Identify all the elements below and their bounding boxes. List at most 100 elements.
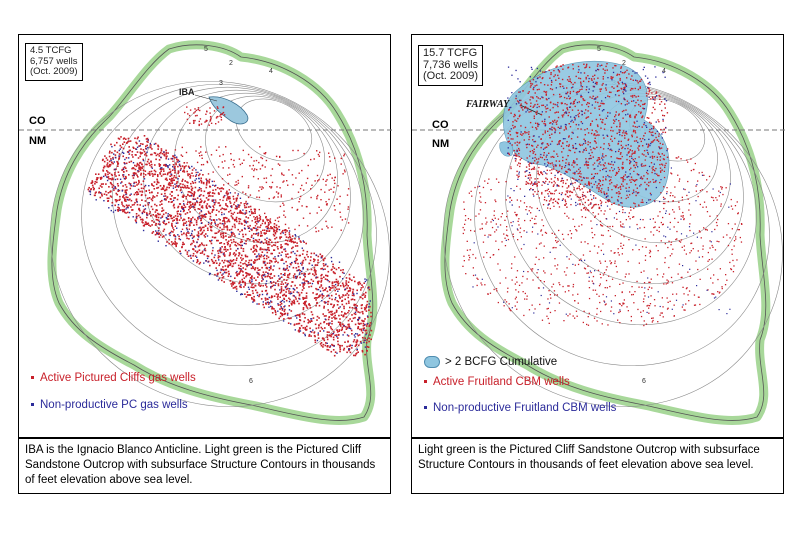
well-marker xyxy=(574,264,576,266)
well-marker xyxy=(533,115,535,117)
well-marker xyxy=(197,235,199,237)
well-marker xyxy=(287,317,290,319)
well-marker xyxy=(262,255,265,258)
well-marker xyxy=(265,216,267,219)
well-marker xyxy=(637,147,639,149)
well-marker xyxy=(513,190,515,192)
well-marker xyxy=(509,134,512,136)
well-marker xyxy=(643,108,646,110)
well-marker xyxy=(146,144,148,147)
well-marker xyxy=(209,112,211,114)
well-marker xyxy=(199,155,201,157)
well-marker xyxy=(534,92,536,94)
well-marker xyxy=(654,132,657,135)
well-marker xyxy=(361,336,364,339)
well-marker xyxy=(227,240,230,242)
well-marker xyxy=(560,127,562,129)
well-marker xyxy=(334,272,336,275)
well-marker xyxy=(654,96,657,98)
contour-label: 5 xyxy=(204,46,208,53)
well-marker xyxy=(595,142,597,144)
well-marker xyxy=(548,69,550,71)
well-marker xyxy=(285,288,288,291)
well-marker xyxy=(203,226,205,229)
well-marker xyxy=(629,173,631,175)
well-marker xyxy=(124,163,126,165)
well-marker xyxy=(578,77,580,79)
well-marker xyxy=(225,250,227,252)
well-marker xyxy=(549,77,551,79)
well-marker xyxy=(107,200,110,202)
well-marker xyxy=(657,152,660,154)
well-marker xyxy=(360,287,363,289)
well-marker xyxy=(207,229,209,231)
well-marker xyxy=(113,161,115,163)
well-marker xyxy=(532,189,534,191)
well-marker xyxy=(362,324,365,327)
well-marker xyxy=(322,178,324,181)
well-marker xyxy=(151,167,153,169)
well-marker xyxy=(344,288,346,290)
well-marker xyxy=(318,317,320,319)
well-marker xyxy=(217,166,220,168)
well-marker xyxy=(202,163,205,166)
well-marker xyxy=(267,275,269,277)
well-marker xyxy=(593,85,595,88)
well-marker xyxy=(534,160,536,162)
well-marker xyxy=(102,183,104,185)
well-marker xyxy=(185,195,188,198)
well-marker xyxy=(237,228,239,231)
well-marker xyxy=(600,190,602,192)
well-marker xyxy=(613,87,615,89)
well-marker xyxy=(251,279,253,281)
well-marker xyxy=(317,255,320,258)
well-marker xyxy=(540,153,542,156)
well-marker xyxy=(614,186,617,189)
well-marker xyxy=(156,180,159,183)
well-marker xyxy=(611,196,613,199)
well-marker xyxy=(311,264,313,266)
well-marker xyxy=(147,141,149,143)
well-marker xyxy=(637,141,639,144)
well-marker xyxy=(589,124,592,126)
well-marker xyxy=(114,156,117,159)
well-marker xyxy=(234,254,236,257)
well-marker xyxy=(578,185,580,188)
well-marker xyxy=(99,192,102,194)
well-marker xyxy=(598,285,601,287)
well-marker xyxy=(150,205,153,208)
well-marker xyxy=(170,231,172,234)
well-marker xyxy=(222,273,224,275)
well-marker xyxy=(129,187,132,190)
well-marker xyxy=(273,225,275,228)
well-marker xyxy=(236,184,238,186)
well-marker xyxy=(518,102,520,104)
well-marker xyxy=(285,242,288,245)
well-marker xyxy=(228,264,231,267)
well-marker xyxy=(296,291,298,293)
well-marker xyxy=(263,262,266,264)
well-marker xyxy=(601,64,603,66)
well-marker xyxy=(213,201,215,204)
well-marker xyxy=(320,326,323,329)
well-marker xyxy=(102,158,104,161)
well-marker xyxy=(283,306,285,308)
well-marker xyxy=(165,199,167,201)
well-marker xyxy=(190,220,192,223)
well-marker xyxy=(151,191,153,194)
well-marker xyxy=(351,307,354,309)
well-marker xyxy=(200,233,202,236)
well-marker xyxy=(218,187,221,190)
well-marker xyxy=(535,81,537,83)
well-marker xyxy=(616,157,618,159)
well-marker xyxy=(588,181,590,183)
well-marker xyxy=(537,124,539,126)
well-marker xyxy=(312,329,314,331)
well-marker xyxy=(180,191,183,194)
well-marker xyxy=(332,313,334,315)
well-marker xyxy=(551,140,553,143)
well-marker xyxy=(147,222,150,225)
well-marker xyxy=(514,153,517,155)
well-marker xyxy=(610,138,612,140)
well-marker xyxy=(207,261,209,263)
